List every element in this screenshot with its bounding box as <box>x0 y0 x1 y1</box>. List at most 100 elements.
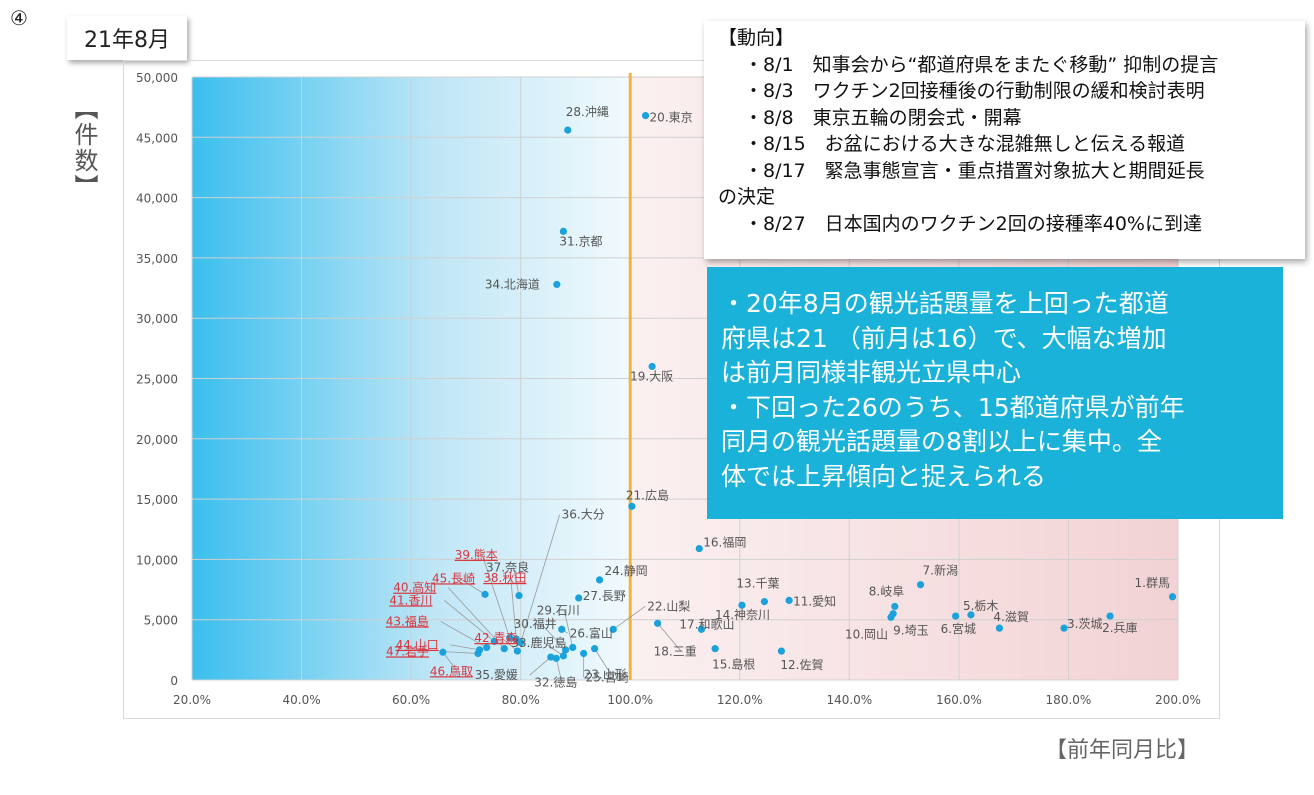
y-tick-label: 45,000 <box>136 131 178 145</box>
x-axis-ticks: 20.0% 40.0% 60.0% 80.0% 100.0% 120.0% 140.0% 16… <box>173 693 1201 707</box>
leader-line <box>440 621 487 648</box>
point-labels: 20.東京 28.沖縄 31.京都 34.北海道 19.大阪 21.広島 16.福岡 7.新潟… <box>386 104 1170 689</box>
summary-line: 体では上昇傾向と捉えられる <box>721 461 1047 491</box>
data-point <box>564 126 572 134</box>
x-tick-label: 140.0% <box>826 693 872 707</box>
x-axis-label: 【前年同月比】 <box>1045 738 1200 763</box>
point-label: 21.広島 <box>626 487 669 502</box>
data-point <box>513 647 521 655</box>
month-label: 21年8月 <box>67 16 187 60</box>
leader-line <box>440 651 478 654</box>
x-tick-label: 40.0% <box>282 693 320 707</box>
point-label: 26.富山 <box>570 625 613 640</box>
point-label: 13.千葉 <box>736 577 779 591</box>
point-label: 23.山形 <box>584 668 627 682</box>
point-label: 47.岩手 <box>386 643 429 658</box>
y-tick-label: 25,000 <box>136 373 178 387</box>
point-label: 42.青森 <box>474 630 517 645</box>
data-point <box>777 647 786 655</box>
point-label: 2.兵庫 <box>1102 621 1137 635</box>
x-tick-label: 180.0% <box>1046 693 1092 707</box>
leader-line <box>544 642 564 657</box>
data-point <box>558 625 566 633</box>
trend-panel: 【動向】 ・8/1 知事会から“都道府県をまたぐ移動” 抑制の提言 ・8/3 ワ… <box>704 21 1305 259</box>
data-point <box>891 602 899 611</box>
data-point <box>916 581 925 589</box>
leader-line <box>594 648 612 675</box>
point-label: 4.滋賀 <box>993 610 1028 624</box>
data-point <box>1106 612 1114 620</box>
point-label: 29.石川 <box>537 603 580 617</box>
point-label: 27.長野 <box>583 589 626 603</box>
data-point <box>628 502 636 510</box>
point-label: 18.三重 <box>654 644 697 658</box>
point-label: 22.山梨 <box>647 599 690 613</box>
y-tick-label: 50,000 <box>136 71 178 85</box>
data-point <box>500 645 508 653</box>
data-point <box>1168 593 1177 601</box>
point-label: 32.徳島 <box>534 674 577 689</box>
x-tick-label: 200.0% <box>1155 693 1201 707</box>
leader-line <box>450 644 480 651</box>
trend-item: ・8/8 東京五輪の閉会式・開幕 <box>744 106 1022 129</box>
data-point <box>559 652 567 660</box>
trend-item: ・8/1 知事会から“都道府県をまたぐ移動” 抑制の提言 <box>744 53 1219 76</box>
data-point <box>559 227 567 235</box>
point-label: 39.熊本 <box>455 547 498 562</box>
data-point <box>591 645 599 653</box>
data-point <box>760 598 769 606</box>
point-label: 20.東京 <box>650 111 693 125</box>
data-point <box>552 654 560 662</box>
data-point <box>995 624 1004 632</box>
point-label: 28.沖縄 <box>566 104 609 119</box>
leader-line <box>657 623 682 652</box>
point-label: 37.奈良 <box>486 560 529 575</box>
point-label: 17.和歌山 <box>679 616 734 631</box>
summary-line: は前月同様非観光立県中心 <box>721 358 1022 387</box>
point-label: 31.京都 <box>559 234 602 248</box>
point-label: 6.宮城 <box>941 621 976 636</box>
point-label: 8.岐阜 <box>869 584 904 598</box>
slide-number: ④ <box>10 6 28 30</box>
data-point <box>1060 624 1068 632</box>
point-label: 30.福井 <box>514 616 557 631</box>
data-point <box>515 591 523 600</box>
data-point <box>609 625 617 633</box>
data-point <box>481 590 489 598</box>
point-label: 25.宮崎 <box>586 669 629 684</box>
leader-line <box>444 600 495 642</box>
summary-line: 同月の観光話題量の8割以上に集中。全 <box>721 427 1162 456</box>
data-point <box>641 111 650 120</box>
point-label: 34.北海道 <box>485 276 540 291</box>
point-label: 46.鳥取 <box>430 663 473 678</box>
leader-line <box>459 578 486 595</box>
point-label: 40.高知 <box>393 580 436 595</box>
point-label: 1.群馬 <box>1135 576 1170 590</box>
point-label: 35.愛媛 <box>475 668 518 682</box>
trend-item: ・8/17 緊急事態宣言・重点措置対象拡大と期間延長 <box>744 159 1205 182</box>
y-tick-label: 10,000 <box>136 553 178 567</box>
point-label: 43.福島 <box>386 613 429 628</box>
data-point <box>575 594 583 602</box>
data-point <box>439 648 447 656</box>
trend-item: ・8/15 お盆における大きな混雑無しと伝える報道 <box>744 133 1186 155</box>
point-label: 16.福岡 <box>703 535 746 550</box>
y-tick-label: 20,000 <box>136 433 178 447</box>
point-label: 15.島根 <box>712 657 755 672</box>
data-point <box>490 637 498 646</box>
point-label: 45.長崎 <box>432 571 475 585</box>
trend-item: ・8/27 日本国内のワクチン2回の接種率40%に到達 <box>744 212 1202 235</box>
leader-line <box>513 567 520 596</box>
leader-line <box>442 652 458 672</box>
data-point <box>512 635 520 643</box>
leader-line <box>510 577 517 640</box>
data-point <box>561 646 570 654</box>
trend-item: ・8/3 ワクチン2回接種後の行動制限の緩和検討表明 <box>744 80 1205 102</box>
point-label: 14.神奈川 <box>715 608 770 622</box>
point-label: 41.香川 <box>389 593 432 607</box>
data-point <box>547 653 555 661</box>
leader-line <box>529 656 552 676</box>
y-axis-label: 【件数】 <box>70 96 98 200</box>
data-point <box>483 643 491 652</box>
y-tick-label: 30,000 <box>136 312 178 326</box>
